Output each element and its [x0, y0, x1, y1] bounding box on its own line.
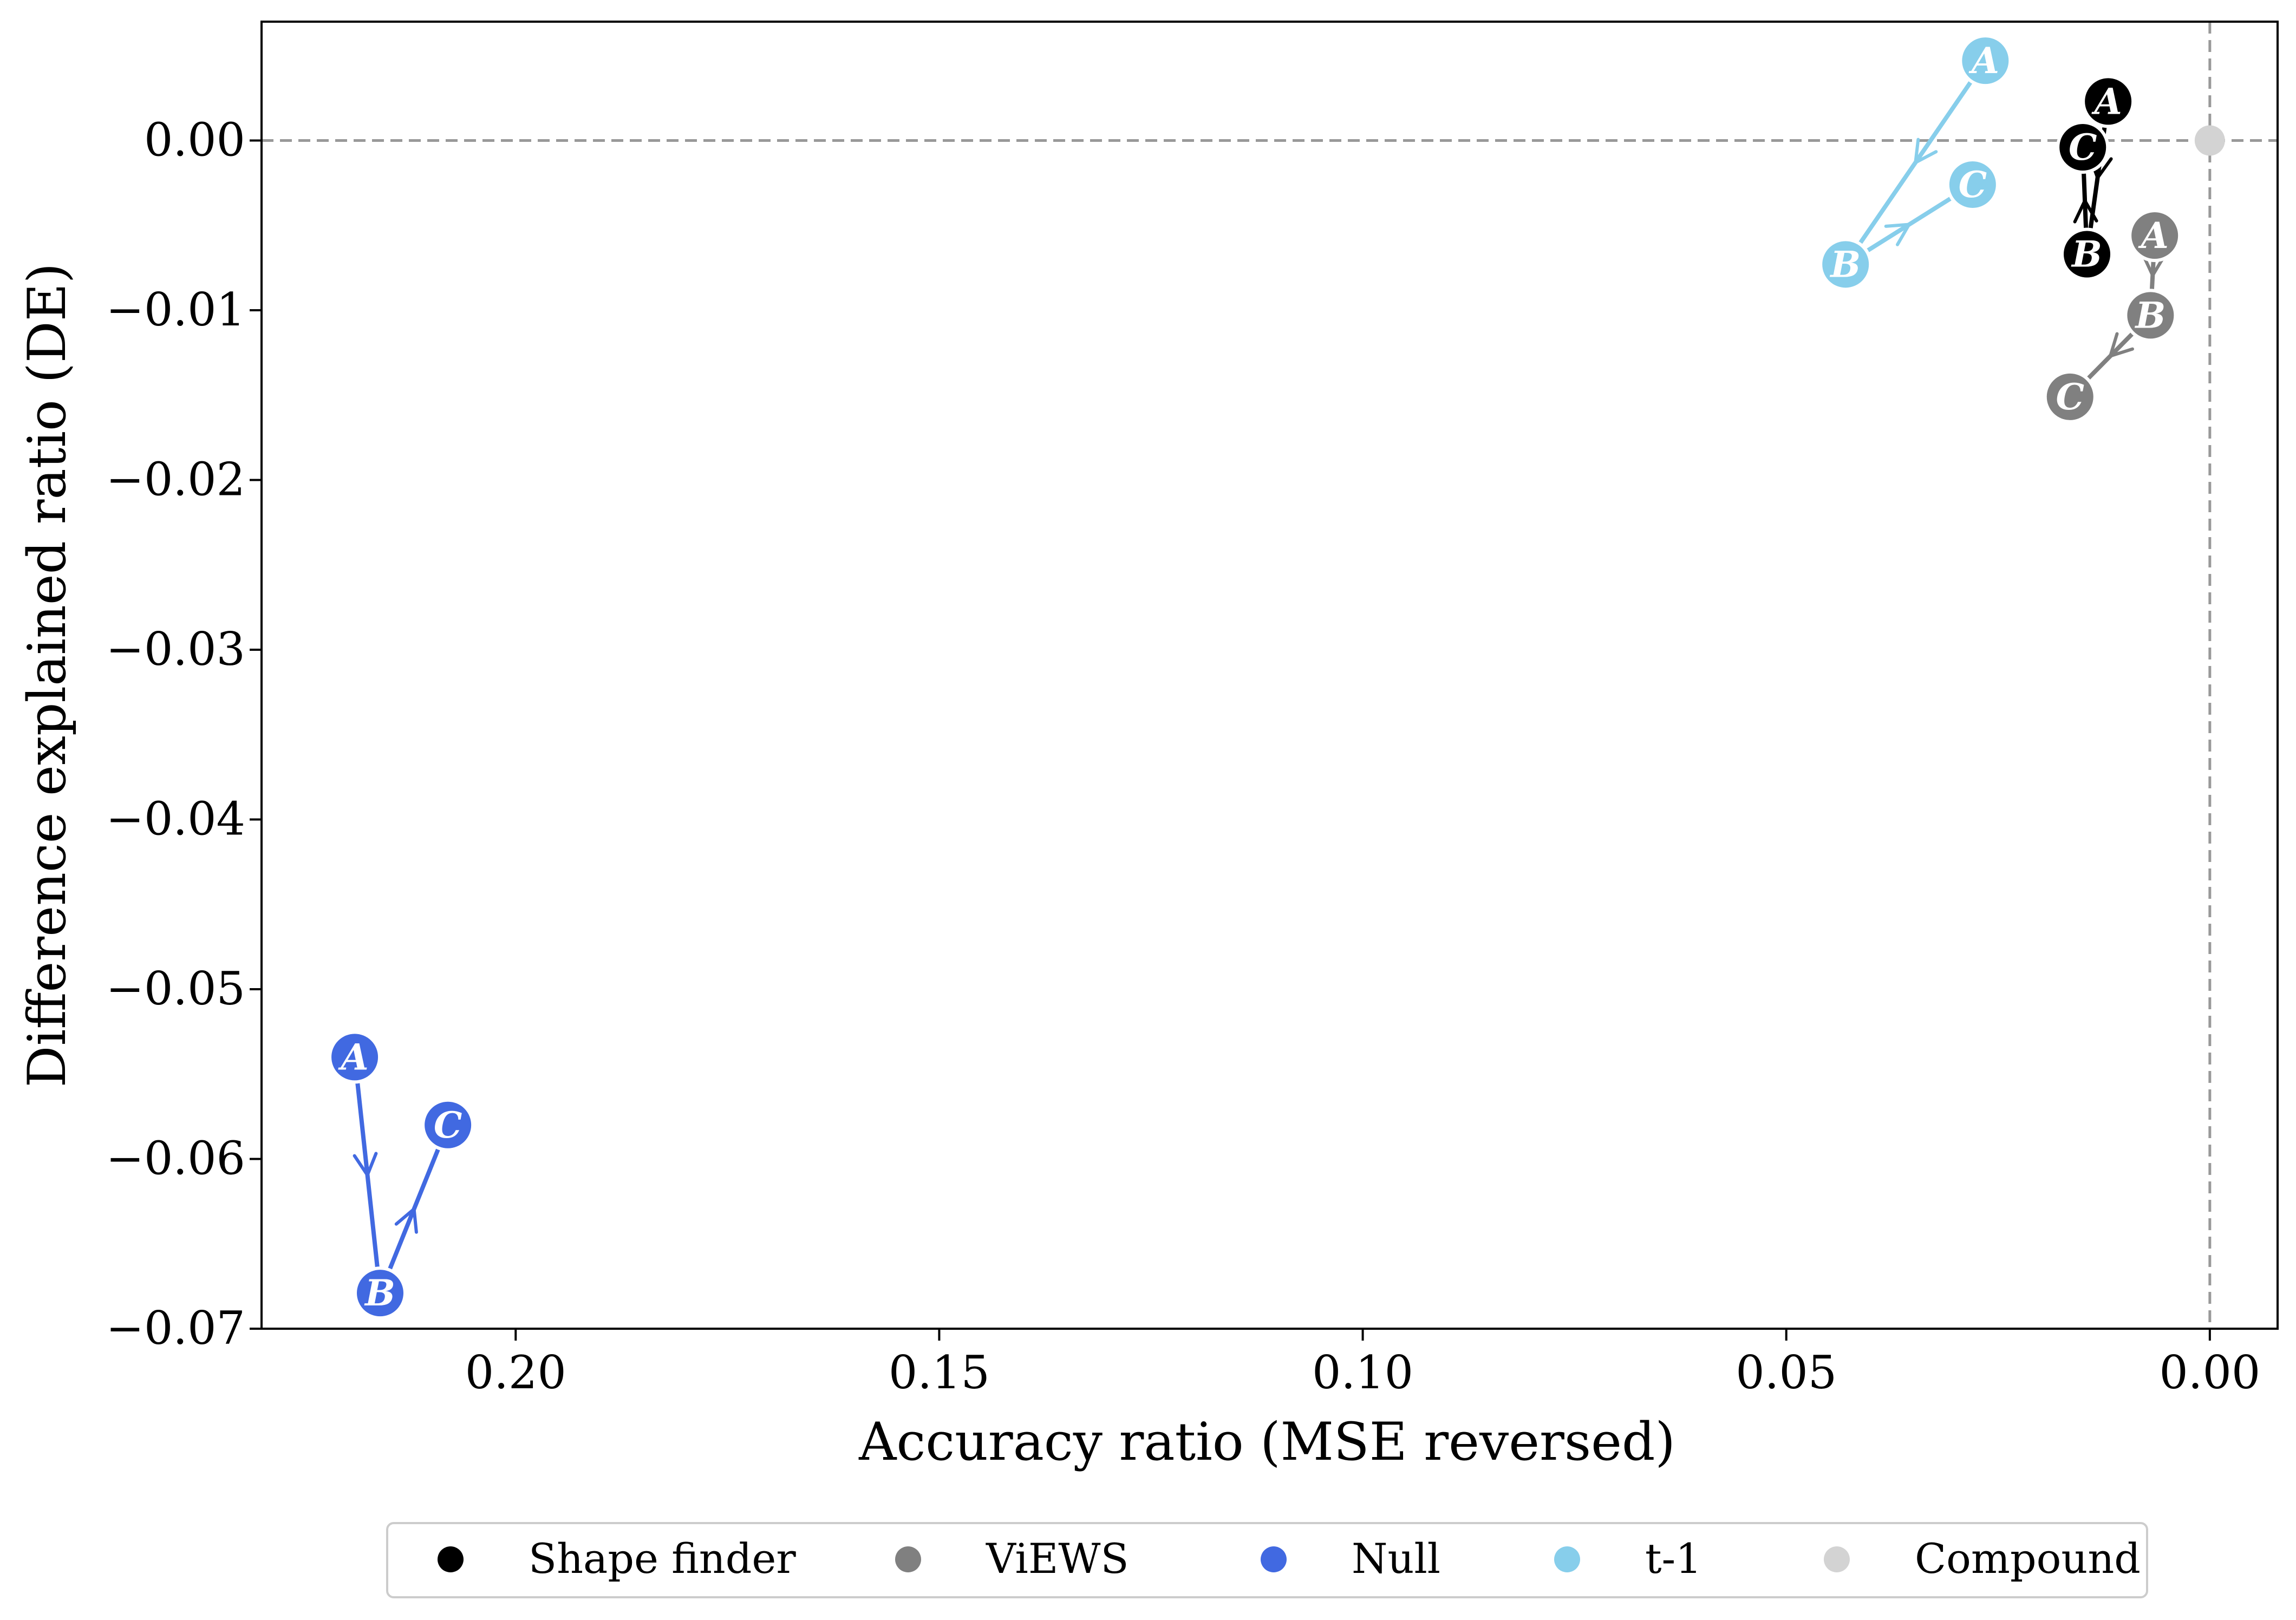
data-point-label: C [2069, 126, 2097, 168]
x-axis-ticks: 0.20 0.15 0.10 0.05 0.00 [465, 1329, 2260, 1399]
direction-arrow [353, 1152, 378, 1179]
data-point [2194, 125, 2225, 156]
data-point-label: C [2056, 376, 2084, 418]
data-point [354, 1266, 407, 1320]
data-point [2060, 227, 2114, 281]
legend-marker [1554, 1546, 1580, 1572]
y-tick-label: −0.07 [106, 1302, 245, 1355]
x-tick-label: 0.15 [889, 1346, 990, 1399]
data-point-label: A [1968, 40, 1999, 82]
data-point [1946, 158, 1999, 211]
legend: Shape finder ViEWS Null t-1 Compound [386, 1522, 2148, 1598]
legend-label: Null [1352, 1534, 1440, 1583]
direction-arrow [2141, 252, 2167, 279]
y-tick-label: −0.01 [106, 283, 245, 336]
data-point [328, 1030, 382, 1084]
data-point-label: A [337, 1036, 368, 1078]
legend-items: Shape finder ViEWS Null t-1 Compound [438, 1534, 2141, 1583]
x-tick-label: 0.05 [1736, 1346, 1837, 1399]
data-point [2043, 370, 2097, 423]
x-tick-label: 0.00 [2159, 1346, 2260, 1399]
y-tick-label: −0.05 [106, 962, 245, 1015]
y-tick-label: −0.06 [106, 1132, 245, 1185]
y-tick-label: 0.00 [144, 113, 245, 166]
direction-arrow [1884, 223, 1912, 246]
legend-marker [895, 1546, 921, 1572]
direction-arrow [394, 1206, 418, 1234]
direction-arrow [2073, 197, 2098, 224]
data-point [421, 1098, 475, 1152]
data-point-label: B [2071, 233, 2102, 276]
legend-marker [438, 1546, 464, 1572]
data-point-label: A [2138, 214, 2169, 257]
reference-lines [262, 22, 2278, 1329]
legend-label: ViEWS [986, 1534, 1129, 1583]
y-tick-label: −0.03 [106, 623, 245, 676]
data-point-label: B [2134, 294, 2165, 336]
legend-marker [1261, 1546, 1287, 1572]
x-axis-title: Accuracy ratio (MSE reversed) [858, 1412, 1675, 1472]
data-point [2124, 289, 2177, 342]
y-tick-label: −0.04 [106, 792, 245, 845]
data-point-label: B [364, 1272, 395, 1314]
data-point-label: A [2091, 80, 2122, 122]
data-point [2082, 75, 2135, 128]
x-tick-label: 0.20 [465, 1346, 566, 1399]
data-point-label: C [1959, 164, 1987, 206]
y-axis-ticks: 0.00 −0.01 −0.02 −0.03 −0.04 −0.05 −0.06 −0.07 [106, 113, 262, 1355]
y-tick-label: −0.02 [106, 453, 245, 506]
legend-label: Shape finder [529, 1534, 796, 1583]
direction-arrow [2108, 332, 2134, 359]
data-point [2056, 120, 2110, 174]
legend-label: t-1 [1645, 1534, 1702, 1583]
legend-label: Compound [1915, 1534, 2141, 1583]
legend-marker [1824, 1546, 1850, 1572]
direction-arrow [1913, 138, 1938, 166]
y-axis-title: Difference explained ratio (DE) [17, 263, 77, 1088]
x-tick-label: 0.10 [1312, 1346, 1413, 1399]
data-point-label: C [434, 1104, 462, 1146]
data-point [2128, 209, 2182, 263]
data-point-label: B [1829, 243, 1861, 285]
plot-frame [260, 21, 2279, 1330]
data-point [1819, 238, 1873, 291]
data-point [1959, 34, 2012, 88]
